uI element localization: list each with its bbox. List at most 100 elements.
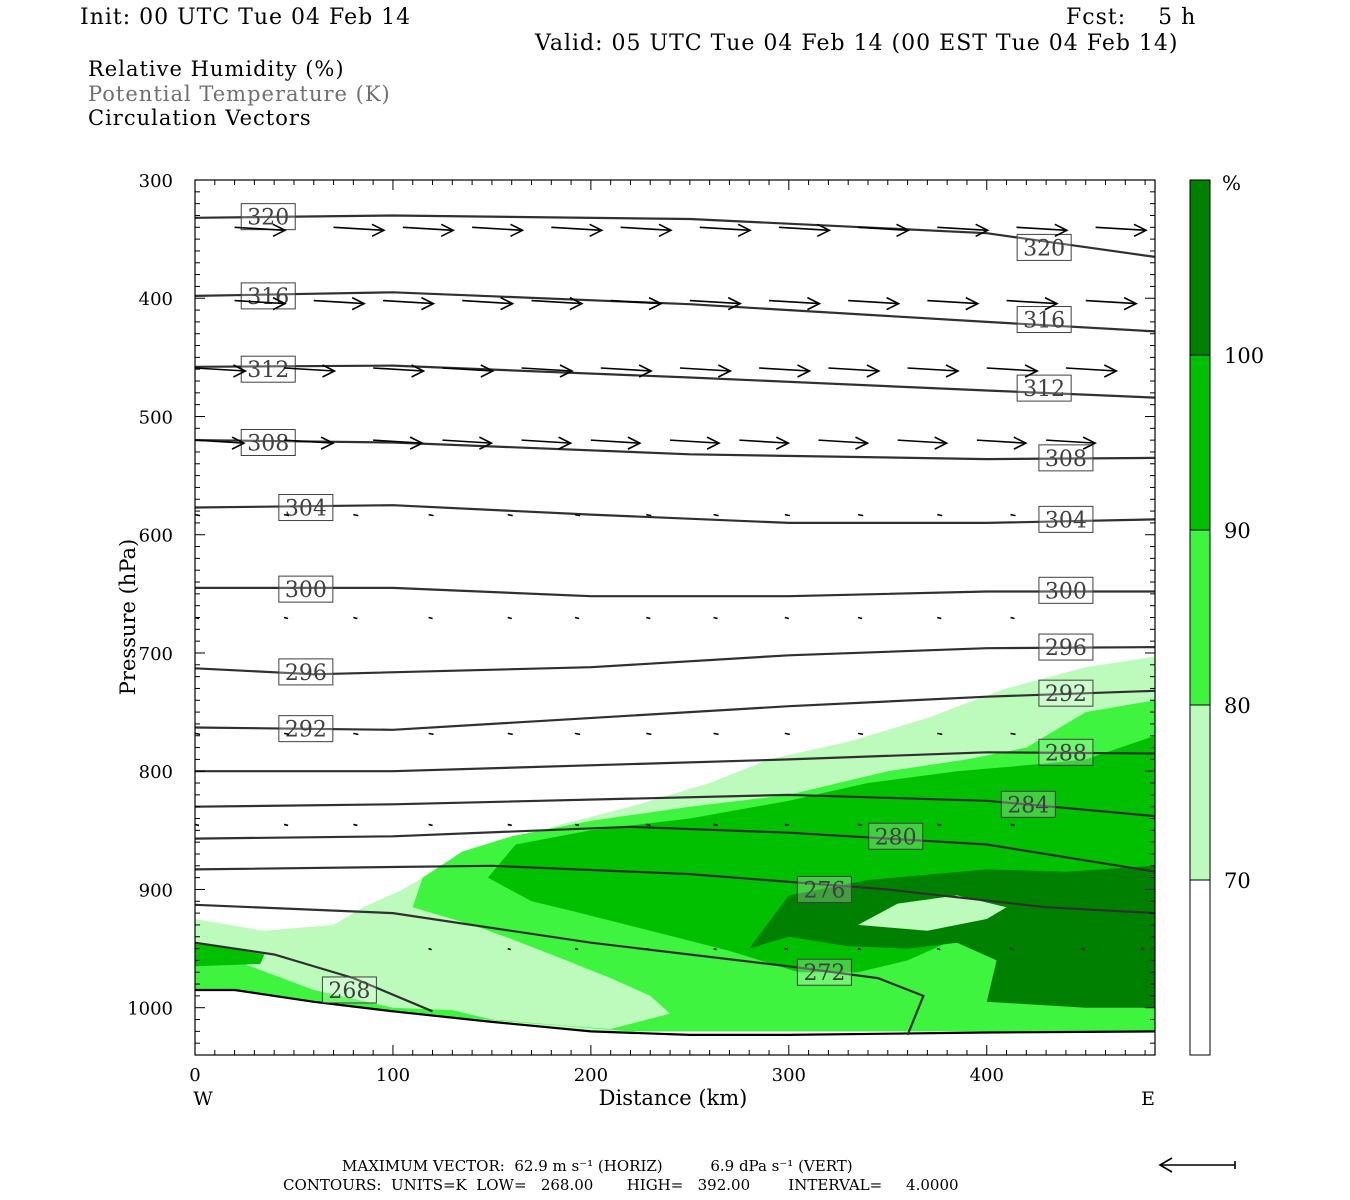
circulation-vector-head — [975, 223, 990, 238]
circulation-vector — [333, 226, 385, 232]
y-tick-label: 400 — [139, 289, 173, 310]
circulation-vector — [1010, 513, 1016, 517]
circulation-vector-head — [1013, 436, 1028, 450]
circulation-vector-head — [233, 364, 248, 378]
circulation-vector — [472, 226, 523, 232]
circulation-vector — [1046, 439, 1096, 444]
circulation-vector — [713, 513, 719, 517]
circulation-vector — [897, 439, 947, 444]
circulation-vector-head — [816, 223, 832, 238]
forecast-hour: Fcst: 5 h — [1066, 5, 1197, 30]
theta-label-box-316 — [1016, 306, 1072, 334]
theta-label-box-272 — [796, 958, 852, 986]
circulation-vector-head — [480, 364, 495, 378]
theta-label-box-284 — [1000, 790, 1056, 818]
y-tick-label: 1000 — [127, 999, 173, 1020]
circulation-vector-head — [510, 223, 525, 238]
theta-label-box-300 — [278, 575, 334, 603]
circulation-vector — [428, 947, 432, 951]
theta-contour-292 — [194, 689, 1156, 731]
x-tick-label: 0 — [189, 1065, 200, 1086]
circulation-vector-head — [855, 436, 870, 450]
theta-label-292: 292 — [285, 718, 327, 743]
circulation-vector — [574, 823, 580, 827]
terrain-mask — [195, 990, 1155, 1055]
x-axis-label: Distance (km) — [599, 1086, 748, 1110]
circulation-vector — [818, 439, 868, 444]
circulation-vector — [759, 367, 810, 372]
circulation-vector-head — [479, 436, 494, 450]
circulation-vector-head — [1082, 436, 1097, 450]
theta-label-box-268 — [321, 976, 377, 1004]
circulation-vector-head — [627, 436, 642, 450]
theta-label-box-316 — [240, 282, 296, 310]
circulation-vector-head — [1054, 223, 1069, 238]
theta-label-272: 272 — [803, 961, 845, 986]
circulation-vector-head — [934, 436, 949, 450]
circulation-vector — [784, 823, 790, 827]
theta-label-box-288 — [1038, 738, 1094, 766]
circulation-vector — [507, 513, 513, 517]
reference-vector-head — [1158, 1157, 1173, 1173]
circulation-vector — [382, 299, 434, 305]
circulation-vector-head — [320, 436, 335, 450]
circulation-vector — [937, 823, 942, 827]
theta-label-308: 308 — [247, 432, 289, 457]
theta-label-box-276 — [796, 875, 852, 903]
theta-label-box-296 — [1038, 633, 1094, 661]
theta-label-box-296 — [278, 658, 334, 686]
colorbar-segment — [1189, 179, 1211, 356]
theta-label-box-280 — [868, 822, 924, 850]
circulation-vector-head — [421, 296, 436, 311]
circulation-vector-head — [559, 364, 574, 378]
theta-contour-276 — [194, 864, 1156, 915]
circulation-vector — [778, 226, 830, 232]
circulation-vector-head — [658, 223, 673, 238]
circulation-vector — [784, 947, 789, 951]
theta-label-304: 304 — [285, 497, 327, 522]
theta-label-box-312 — [1016, 374, 1072, 402]
x-end-label-east: E — [1141, 1088, 1155, 1110]
circulation-vector — [784, 732, 791, 736]
valid-time: Valid: 05 UTC Tue 04 Feb 14 (00 EST Tue … — [535, 31, 1179, 56]
colorbar-segment — [1189, 879, 1211, 1056]
circulation-vector-head — [807, 296, 822, 311]
circulation-vector-head — [411, 364, 426, 378]
circulation-vector — [521, 439, 571, 444]
theta-contour-312 — [194, 364, 1156, 399]
x-end-label-west: W — [193, 1088, 213, 1110]
circulation-vector — [1085, 299, 1137, 305]
init-time: Init: 00 UTC Tue 04 Feb 14 — [80, 5, 412, 30]
circulation-vector — [284, 367, 335, 372]
circulation-vector-head — [797, 364, 812, 378]
colorbar-segment — [1189, 354, 1211, 531]
circulation-vector-head — [272, 296, 287, 311]
legend-potential-temperature: Potential Temperature (K) — [88, 82, 391, 106]
circulation-vector — [1010, 732, 1016, 736]
theta-label-300: 300 — [285, 578, 327, 603]
circulation-vector — [194, 367, 246, 372]
circulation-vector — [507, 947, 511, 951]
circulation-vector — [373, 439, 423, 444]
x-tick-label: 300 — [772, 1065, 806, 1086]
circulation-vector-head — [558, 436, 573, 450]
circulation-vector — [713, 616, 718, 620]
circulation-vector — [848, 299, 899, 305]
circulation-vector — [937, 947, 941, 951]
y-tick-label: 300 — [139, 171, 173, 192]
circulation-vector-head — [706, 436, 721, 450]
circulation-vector-head — [945, 364, 960, 378]
circulation-vector — [507, 732, 513, 736]
circulation-vector — [1016, 226, 1067, 232]
circulation-vector — [699, 226, 751, 232]
circulation-vector — [937, 226, 988, 232]
circulation-vector — [937, 616, 942, 620]
theta-label-312: 312 — [247, 358, 289, 383]
circulation-vector — [1140, 947, 1145, 951]
circulation-vector-head — [775, 436, 791, 450]
circulation-vector — [610, 299, 662, 305]
circulation-vector — [1095, 226, 1147, 232]
circulation-vector — [1081, 947, 1086, 951]
circulation-vector — [976, 439, 1026, 444]
